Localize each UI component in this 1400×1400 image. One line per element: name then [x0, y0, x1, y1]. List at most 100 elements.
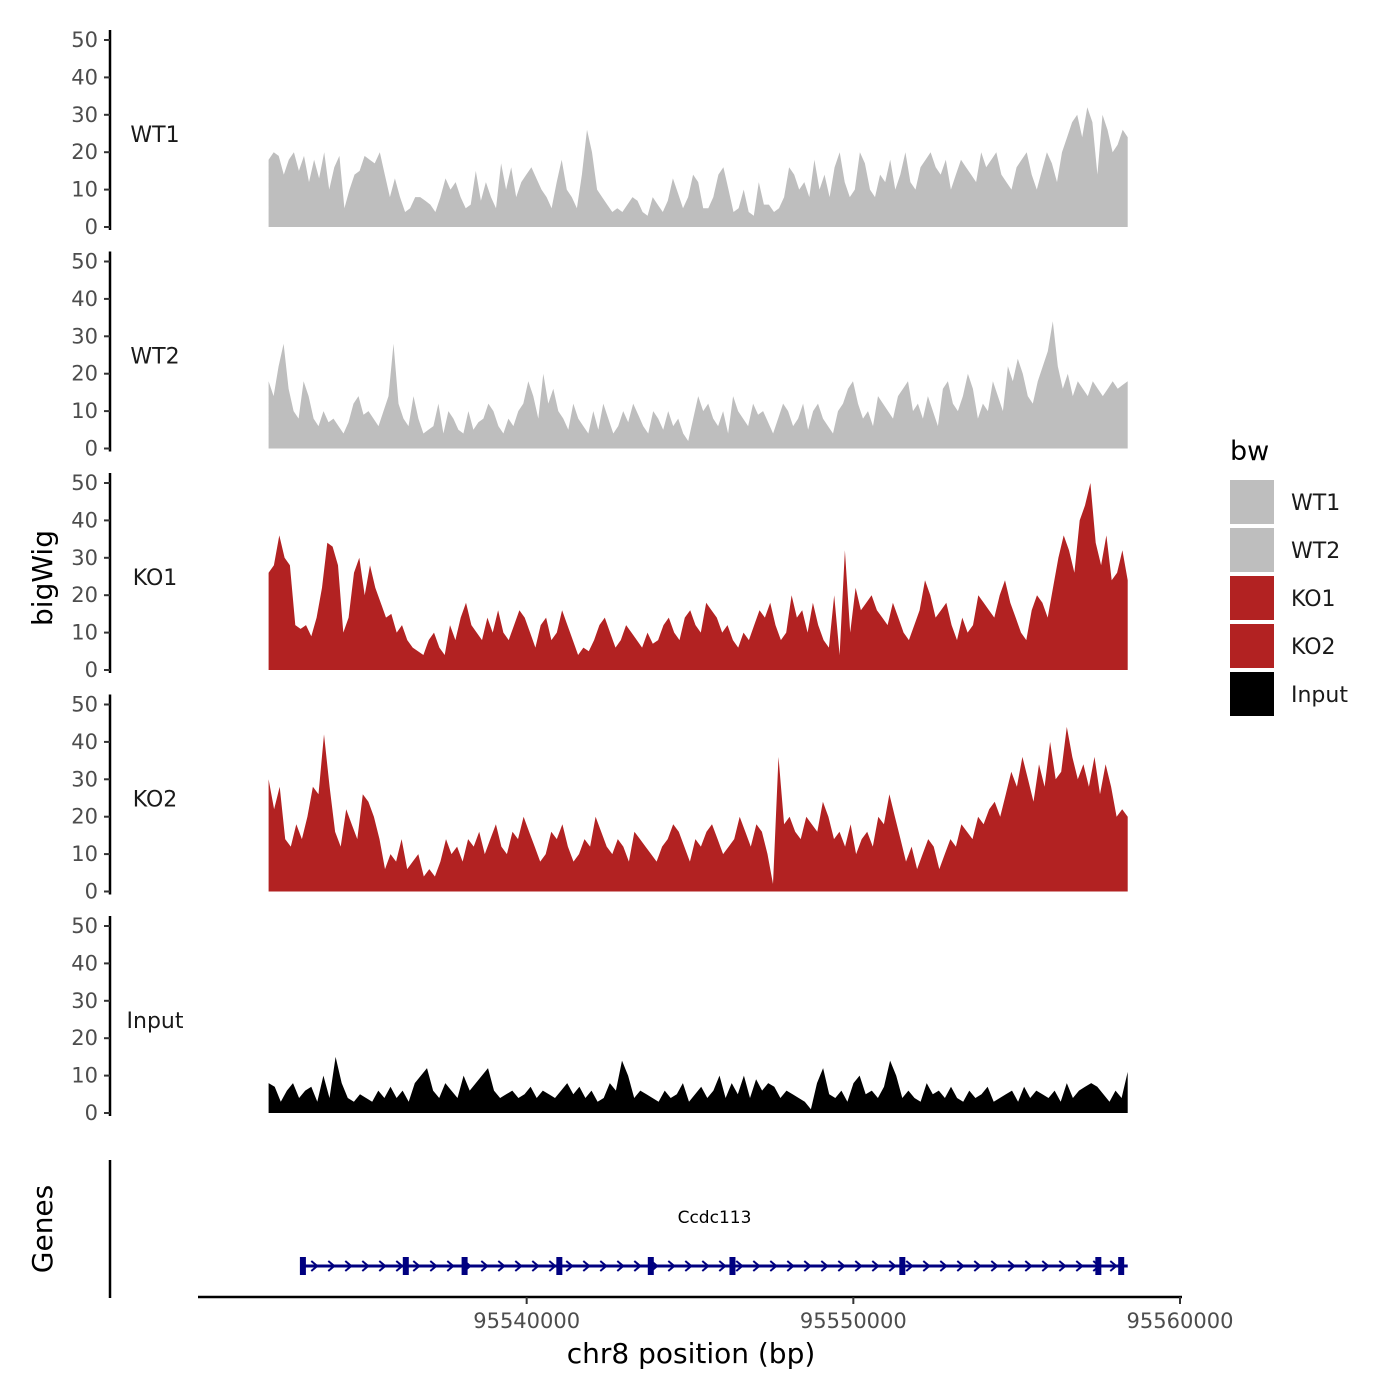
strand-arrow	[718, 1260, 727, 1272]
y-tick-label: 10	[71, 399, 98, 423]
strand-arrow	[531, 1260, 540, 1272]
legend-label-wt1: WT1	[1291, 491, 1340, 516]
y-tick-label: 0	[85, 1101, 98, 1125]
track-input: 0 10 20 30 40 50 Input	[71, 914, 1128, 1125]
strand-arrow	[310, 1260, 319, 1272]
y-tick-label: 30	[71, 103, 98, 127]
strand-arrow	[871, 1260, 880, 1272]
y-tick-label: 40	[71, 65, 98, 89]
y-tick-label: 20	[71, 583, 98, 607]
y-tick-label: 10	[71, 1064, 98, 1088]
track-wt1: 0 10 20 30 40 50 WT1	[71, 28, 1128, 239]
x-axis-title: chr8 position (bp)	[567, 1337, 816, 1370]
legend-key-ko2	[1230, 624, 1274, 668]
strand-arrow	[565, 1260, 574, 1272]
strand-arrow	[361, 1260, 370, 1272]
strand-arrow	[803, 1260, 812, 1272]
track-label: KO1	[133, 566, 178, 591]
x-tick-label: 95540000	[473, 1309, 580, 1333]
strand-arrow	[888, 1260, 897, 1272]
y-tick-label: 40	[71, 730, 98, 754]
exon	[729, 1257, 736, 1275]
track-label: WT1	[130, 123, 179, 148]
strand-arrow	[939, 1260, 948, 1272]
strand-arrow	[327, 1260, 336, 1272]
strand-arrow	[1109, 1260, 1118, 1272]
legend-key-wt1	[1230, 480, 1274, 524]
legend-key-ko1	[1230, 576, 1274, 620]
strand-arrow	[1024, 1260, 1033, 1272]
y-tick-label: 50	[71, 914, 98, 938]
strand-arrow	[1041, 1260, 1050, 1272]
track-label: Input	[127, 1009, 184, 1034]
exon	[402, 1257, 409, 1275]
y-tick-label: 30	[71, 546, 98, 570]
legend-label-wt2: WT2	[1291, 539, 1340, 564]
y-tick-label: 0	[85, 658, 98, 682]
signal-area-ko1	[268, 483, 1128, 670]
strand-arrow	[973, 1260, 982, 1272]
strand-arrow	[395, 1260, 404, 1272]
strand-arrow	[769, 1260, 778, 1272]
y-tick-label: 0	[85, 437, 98, 461]
y-tick-label: 20	[71, 805, 98, 829]
strand-arrow	[1075, 1260, 1084, 1272]
legend-key-input	[1230, 672, 1274, 716]
legend-key-wt2	[1230, 528, 1274, 572]
strand-arrow	[599, 1260, 608, 1272]
strand-arrow	[684, 1260, 693, 1272]
strand-arrow	[837, 1260, 846, 1272]
y-tick-label: 30	[71, 767, 98, 791]
y-tick-label: 30	[71, 324, 98, 348]
signal-area-wt2	[268, 321, 1128, 449]
strand-arrow	[1058, 1260, 1067, 1272]
strand-arrow	[820, 1260, 829, 1272]
legend-title: bw	[1230, 436, 1269, 467]
x-tick-label: 95550000	[800, 1309, 907, 1333]
y-tick-label: 20	[71, 362, 98, 386]
strand-arrow	[735, 1260, 744, 1272]
x-tick-label: 95560000	[1127, 1309, 1234, 1333]
exon	[556, 1257, 563, 1275]
strand-arrow	[429, 1260, 438, 1272]
strand-arrow	[1007, 1260, 1016, 1272]
strand-arrow	[854, 1260, 863, 1272]
exon	[647, 1257, 654, 1275]
strand-arrow	[446, 1260, 455, 1272]
x-axis: 95540000 95550000 95560000	[198, 1295, 1234, 1333]
y-tick-label: 0	[85, 215, 98, 239]
strand-arrow	[616, 1260, 625, 1272]
strand-arrow	[905, 1260, 914, 1272]
signal-area-wt1	[268, 107, 1128, 227]
strand-arrow	[633, 1260, 642, 1272]
signal-area-ko2	[268, 726, 1128, 892]
y-tick-label: 50	[71, 693, 98, 717]
exon	[1095, 1257, 1102, 1275]
legend: bw WT1 WT2 KO1 KO2 Input	[1230, 436, 1348, 716]
y-tick-label: 40	[71, 287, 98, 311]
strand-arrow	[412, 1260, 421, 1272]
strand-arrow	[344, 1260, 353, 1272]
legend-label-input: Input	[1291, 683, 1348, 708]
y-tick-label: 50	[71, 471, 98, 495]
y-tick-label: 10	[71, 178, 98, 202]
strand-arrow	[497, 1260, 506, 1272]
y-tick-label: 10	[71, 621, 98, 645]
strand-arrow	[582, 1260, 591, 1272]
strand-arrow	[990, 1260, 999, 1272]
legend-label-ko2: KO2	[1291, 635, 1336, 660]
y-axis-title: bigWig	[26, 530, 59, 626]
track-label: WT2	[130, 345, 179, 370]
signal-area-input	[268, 1056, 1128, 1113]
strand-arrow	[786, 1260, 795, 1272]
genes-axis-title: Genes	[26, 1185, 59, 1273]
exon	[461, 1257, 468, 1275]
track-ko1: 0 10 20 30 40 50 KO1	[71, 471, 1128, 682]
gene-panel: Ccdc113	[108, 1160, 1128, 1298]
strand-arrow	[548, 1260, 557, 1272]
legend-label-ko1: KO1	[1291, 587, 1336, 612]
exon	[899, 1257, 906, 1275]
signal-tracks: 0 10 20 30 40 50 WT1 0 10 20 30 40 50 WT2 0 10 20 30 40 50 K…	[71, 28, 1128, 1125]
y-tick-label: 20	[71, 1026, 98, 1050]
